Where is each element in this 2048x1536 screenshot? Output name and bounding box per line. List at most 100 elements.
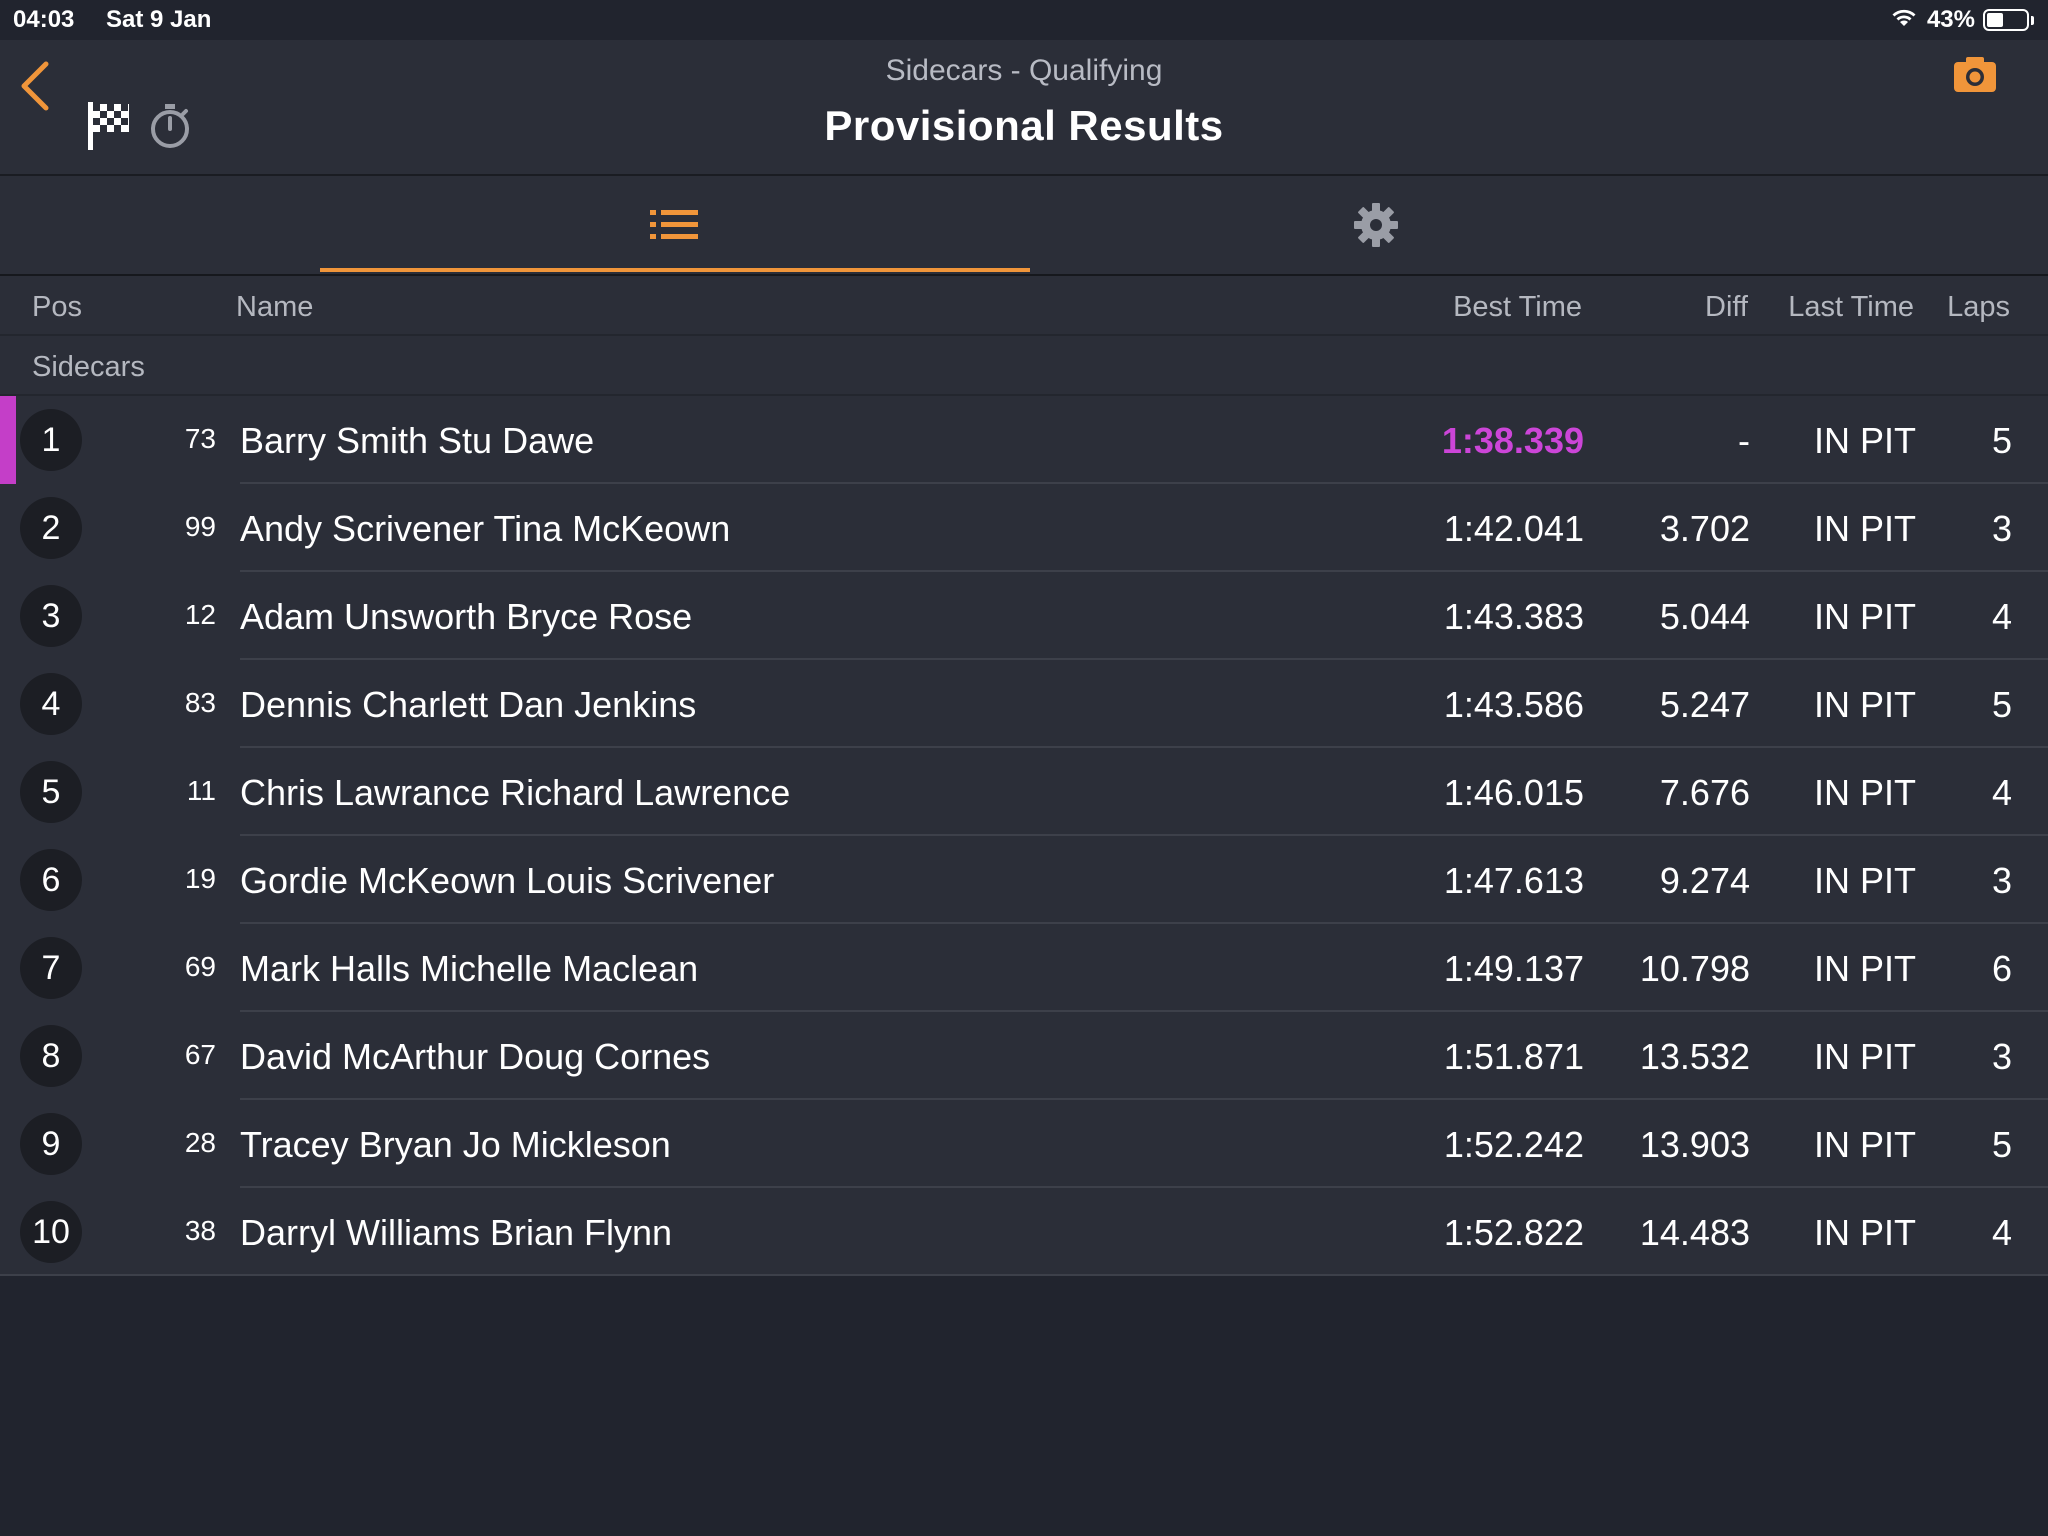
result-row[interactable]: 2 99 Andy Scrivener Tina McKeown 1:42.04… xyxy=(0,484,2048,572)
last-time: IN PIT xyxy=(1813,508,1916,549)
best-time: 1:47.613 xyxy=(1443,860,1584,901)
fastest-lap-marker xyxy=(0,396,16,484)
results-column-header: Pos Name Best Time Diff Last Time Laps xyxy=(0,276,2048,336)
best-time: 1:43.586 xyxy=(1443,684,1584,725)
results-list: 1 73 Barry Smith Stu Dawe 1:38.339 - IN … xyxy=(0,396,2048,1276)
last-time: IN PIT xyxy=(1813,684,1916,725)
stopwatch-icon[interactable] xyxy=(148,102,192,155)
diff-time: 13.532 xyxy=(1639,1036,1750,1077)
back-button[interactable] xyxy=(18,58,58,114)
lap-count: 6 xyxy=(1991,948,2012,989)
race-number: 38 xyxy=(184,1215,216,1246)
race-number: 19 xyxy=(184,863,216,894)
position-badge: 6 xyxy=(20,849,82,911)
rider-names: Dennis Charlett Dan Jenkins xyxy=(240,684,697,725)
best-time: 1:49.137 xyxy=(1443,948,1584,989)
diff-time: - xyxy=(1738,420,1750,461)
lap-count: 4 xyxy=(1991,772,2012,813)
battery-cap xyxy=(2031,15,2034,25)
position-badge: 5 xyxy=(20,761,82,823)
gear-icon xyxy=(1354,203,1398,247)
status-indicators: 43% xyxy=(1889,6,2034,34)
chevron-left-icon xyxy=(21,61,49,111)
position-badge: 4 xyxy=(20,673,82,735)
tab-results-list[interactable] xyxy=(320,176,1030,274)
race-number: 11 xyxy=(186,775,216,806)
status-time: 04:03 xyxy=(13,6,75,33)
position-badge: 3 xyxy=(20,585,82,647)
rider-names: David McArthur Doug Cornes xyxy=(240,1036,711,1077)
col-pos: Pos xyxy=(32,291,82,323)
race-number: 83 xyxy=(184,687,216,718)
lap-count: 4 xyxy=(1991,1212,2012,1253)
tab-bar xyxy=(0,176,2048,276)
status-date: Sat 9 Jan xyxy=(106,6,212,33)
wifi-icon xyxy=(1889,5,1919,36)
status-bar: 04:03 Sat 9 Jan 43% xyxy=(0,0,2048,40)
result-row[interactable]: 1 73 Barry Smith Stu Dawe 1:38.339 - IN … xyxy=(0,396,2048,484)
class-group-header: Sidecars xyxy=(0,336,2048,396)
tab-settings[interactable] xyxy=(1024,176,1728,274)
session-subtitle: Sidecars - Qualifying xyxy=(885,54,1163,87)
position-badge: 10 xyxy=(20,1201,82,1263)
rider-names: Adam Unsworth Bryce Rose xyxy=(240,596,693,637)
diff-time: 13.903 xyxy=(1639,1124,1750,1165)
checkered-flag-icon xyxy=(86,100,132,157)
result-row[interactable]: 3 12 Adam Unsworth Bryce Rose 1:43.383 5… xyxy=(0,572,2048,660)
lap-count: 4 xyxy=(1991,596,2012,637)
page-title: Provisional Results xyxy=(824,102,1224,149)
lap-count: 3 xyxy=(1991,1036,2012,1077)
rider-names: Gordie McKeown Louis Scrivener xyxy=(240,860,775,901)
list-icon xyxy=(650,210,698,239)
result-row[interactable]: 10 38 Darryl Williams Brian Flynn 1:52.8… xyxy=(0,1188,2048,1276)
last-time: IN PIT xyxy=(1813,860,1916,901)
result-row[interactable]: 9 28 Tracey Bryan Jo Mickleson 1:52.242 … xyxy=(0,1100,2048,1188)
battery-level xyxy=(1987,13,2004,27)
race-number: 28 xyxy=(184,1127,216,1158)
last-time: IN PIT xyxy=(1813,948,1916,989)
lap-count: 3 xyxy=(1991,508,2012,549)
col-name: Name xyxy=(236,291,314,323)
battery-icon xyxy=(1983,9,2029,31)
diff-time: 3.702 xyxy=(1659,508,1750,549)
result-row[interactable]: 5 11 Chris Lawrance Richard Lawrence 1:4… xyxy=(0,748,2048,836)
rider-names: Chris Lawrance Richard Lawrence xyxy=(240,772,791,813)
camera-button[interactable] xyxy=(1952,54,1998,99)
diff-time: 5.044 xyxy=(1659,596,1750,637)
diff-time: 7.676 xyxy=(1659,772,1750,813)
result-row[interactable]: 7 69 Mark Halls Michelle Maclean 1:49.13… xyxy=(0,924,2048,1012)
rider-names: Barry Smith Stu Dawe xyxy=(240,420,595,461)
best-time: 1:51.871 xyxy=(1443,1036,1584,1077)
result-row[interactable]: 8 67 David McArthur Doug Cornes 1:51.871… xyxy=(0,1012,2048,1100)
last-time: IN PIT xyxy=(1813,596,1916,637)
race-number: 12 xyxy=(184,599,216,630)
diff-time: 5.247 xyxy=(1659,684,1750,725)
diff-time: 9.274 xyxy=(1659,860,1750,901)
result-row[interactable]: 6 19 Gordie McKeown Louis Scrivener 1:47… xyxy=(0,836,2048,924)
result-row[interactable]: 4 83 Dennis Charlett Dan Jenkins 1:43.58… xyxy=(0,660,2048,748)
class-group-label: Sidecars xyxy=(32,351,145,383)
camera-icon xyxy=(1954,57,1996,92)
nav-header: Sidecars - Qualifying Provisional Result… xyxy=(0,40,2048,176)
best-time: 1:46.015 xyxy=(1443,772,1584,813)
lap-count: 5 xyxy=(1991,1124,2012,1165)
lap-count: 3 xyxy=(1991,860,2012,901)
position-badge: 7 xyxy=(20,937,82,999)
race-number: 99 xyxy=(184,511,216,542)
rider-names: Darryl Williams Brian Flynn xyxy=(240,1212,673,1253)
active-tab-indicator xyxy=(320,268,1030,272)
race-number: 73 xyxy=(184,423,216,454)
battery-percent: 43% xyxy=(1926,6,1975,33)
race-number: 69 xyxy=(184,951,216,982)
position-badge: 9 xyxy=(20,1113,82,1175)
last-time: IN PIT xyxy=(1813,1212,1916,1253)
position-badge: 2 xyxy=(20,497,82,559)
lap-count: 5 xyxy=(1991,420,2012,461)
last-time: IN PIT xyxy=(1813,420,1916,461)
rider-names: Mark Halls Michelle Maclean xyxy=(240,948,699,989)
best-time: 1:52.822 xyxy=(1443,1212,1584,1253)
last-time: IN PIT xyxy=(1813,1124,1916,1165)
lap-count: 5 xyxy=(1991,684,2012,725)
race-number: 67 xyxy=(184,1039,216,1070)
last-time: IN PIT xyxy=(1813,772,1916,813)
